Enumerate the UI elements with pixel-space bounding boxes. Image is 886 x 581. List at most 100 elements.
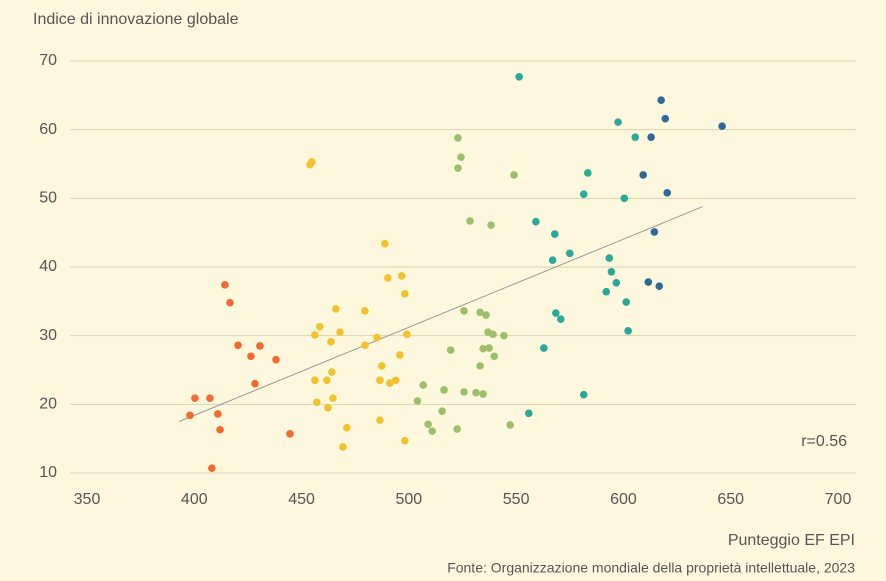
point <box>540 344 548 352</box>
point <box>584 169 592 177</box>
y-tick-label: 50 <box>39 190 57 207</box>
y-tick-label: 70 <box>39 52 57 69</box>
point <box>329 394 337 402</box>
point <box>251 379 259 388</box>
point <box>510 171 518 179</box>
point <box>620 194 629 203</box>
point <box>413 397 422 405</box>
point <box>191 394 199 402</box>
point <box>376 376 384 385</box>
chart-title: Indice di innovazione globale <box>33 11 239 28</box>
point <box>424 420 432 429</box>
point <box>186 411 194 420</box>
point <box>579 390 588 399</box>
point <box>221 281 229 289</box>
point <box>460 307 468 315</box>
point <box>661 114 670 123</box>
point <box>391 376 400 385</box>
point <box>565 249 574 258</box>
point <box>579 190 588 199</box>
x-tick-label: 600 <box>610 491 637 508</box>
point <box>324 403 332 412</box>
point <box>396 351 404 359</box>
point <box>311 331 319 339</box>
point <box>361 341 369 350</box>
point <box>476 362 484 370</box>
point <box>216 425 224 434</box>
point <box>247 352 255 361</box>
point <box>381 239 389 248</box>
point <box>438 407 446 416</box>
point <box>550 230 559 238</box>
point <box>446 346 455 354</box>
point <box>336 328 344 337</box>
point <box>614 118 622 126</box>
point <box>607 268 616 276</box>
point <box>482 311 490 319</box>
point <box>622 298 631 306</box>
point <box>624 327 632 335</box>
point <box>506 421 514 429</box>
x-tick-label: 700 <box>825 491 852 508</box>
point <box>397 272 406 280</box>
point <box>718 122 726 131</box>
point <box>466 217 474 225</box>
point <box>479 344 487 353</box>
point <box>373 333 381 342</box>
point <box>208 464 216 472</box>
point <box>556 315 565 323</box>
y-tick-label: 10 <box>39 464 57 481</box>
point <box>500 331 508 340</box>
point <box>515 72 523 81</box>
point <box>378 362 386 370</box>
x-tick-label: 500 <box>396 491 423 508</box>
point <box>313 398 321 407</box>
point <box>485 344 493 352</box>
point <box>631 133 640 142</box>
point <box>650 228 659 236</box>
point <box>487 221 495 229</box>
point <box>657 96 665 104</box>
point <box>214 410 222 418</box>
point <box>454 164 462 172</box>
annotation: r=0.56 <box>801 433 847 450</box>
point <box>384 274 392 282</box>
point <box>612 278 621 287</box>
point <box>323 376 331 385</box>
point <box>602 287 611 296</box>
point <box>644 278 653 286</box>
point <box>453 425 461 433</box>
point <box>605 254 614 262</box>
point <box>490 352 499 361</box>
point <box>460 388 468 396</box>
point <box>639 171 647 179</box>
point <box>419 381 428 389</box>
point <box>476 308 484 317</box>
point <box>256 342 264 350</box>
x-tick-label: 450 <box>288 491 315 508</box>
y-tick-label: 20 <box>39 396 57 413</box>
point <box>400 436 409 445</box>
point <box>552 309 560 317</box>
point <box>663 189 672 197</box>
point <box>376 416 384 424</box>
point <box>479 390 487 398</box>
point <box>311 376 319 385</box>
point <box>206 394 214 402</box>
source: Fonte: Organizzazione mondiale della pro… <box>447 560 855 576</box>
point <box>316 322 324 331</box>
trend-line <box>179 206 704 422</box>
point <box>457 153 465 161</box>
point <box>489 330 497 339</box>
point <box>403 330 411 339</box>
y-tick-label: 60 <box>39 121 57 138</box>
point <box>525 409 533 418</box>
point <box>308 158 316 166</box>
point <box>440 386 448 394</box>
point <box>328 368 336 376</box>
point <box>454 134 462 142</box>
x-axis-label: Punteggio EF EPI <box>728 532 855 549</box>
point <box>472 388 480 397</box>
point <box>332 305 340 313</box>
